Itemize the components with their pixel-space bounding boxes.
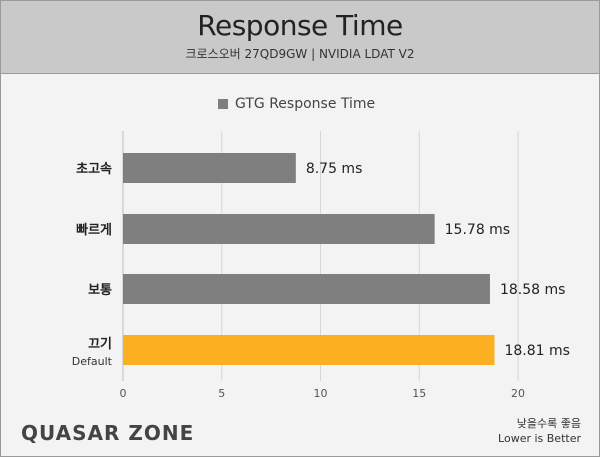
- data-label: 8.75 ms: [306, 161, 363, 177]
- category-sublabel: Default: [72, 355, 113, 368]
- note-korean: 낮을수록 좋음: [516, 417, 581, 430]
- note-english: Lower is Better: [498, 432, 581, 445]
- chart-title: Response Time: [197, 9, 403, 42]
- category-label: 빠르게: [76, 222, 112, 238]
- category-label: 초고속: [76, 162, 112, 177]
- chart-legend: GTG Response Time: [218, 96, 375, 112]
- quasarzone-logo: QUASAR ZONE: [21, 421, 195, 445]
- chart-subtitle: 크로스오버 27QD9GW | NVIDIA LDAT V2: [185, 47, 415, 61]
- x-tick-label: 10: [314, 387, 328, 400]
- category-label: 끄기: [88, 337, 112, 352]
- data-label: 18.58 ms: [500, 282, 565, 298]
- bar: [123, 153, 296, 183]
- data-label: 18.81 ms: [504, 343, 569, 359]
- lower-is-better-note: 낮을수록 좋음 Lower is Better: [498, 416, 581, 446]
- category-label: 보통: [88, 283, 112, 298]
- bar: [123, 274, 490, 304]
- bar: [123, 214, 435, 244]
- legend-swatch: [218, 99, 228, 109]
- x-tick-label: 0: [120, 387, 127, 400]
- bar: [123, 335, 495, 365]
- x-tick-label: 5: [218, 387, 225, 400]
- legend-label: GTG Response Time: [235, 96, 376, 112]
- data-label: 15.78 ms: [445, 222, 510, 238]
- x-tick-label: 15: [412, 387, 426, 400]
- chart-header: Response Time 크로스오버 27QD9GW | NVIDIA LDA…: [1, 1, 599, 74]
- x-tick-label: 20: [511, 387, 525, 400]
